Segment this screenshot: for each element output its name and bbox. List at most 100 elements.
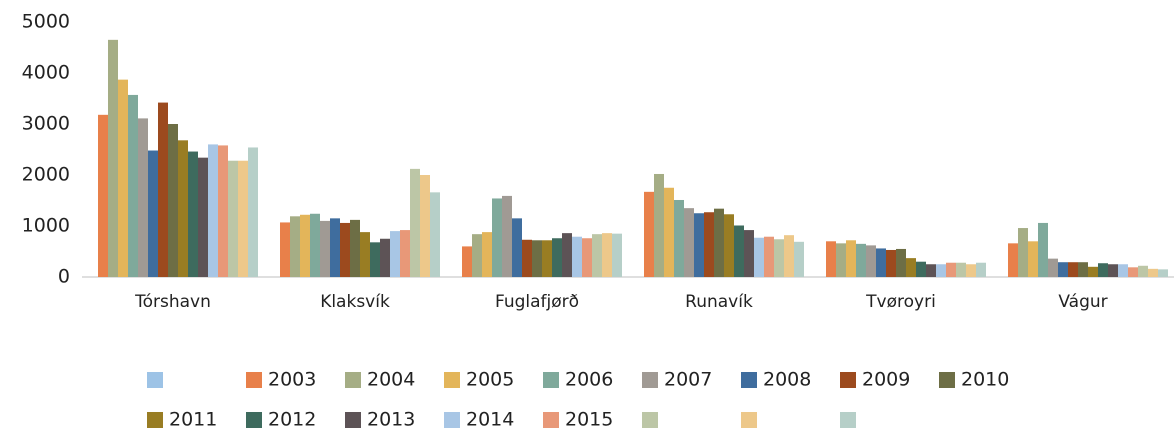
bar	[208, 144, 218, 277]
bar	[956, 262, 966, 277]
bar	[1018, 228, 1028, 277]
bar	[218, 145, 228, 277]
legend-label: 2014	[466, 409, 514, 430]
bar	[896, 248, 906, 277]
bar	[836, 243, 846, 277]
legend-swatch	[939, 372, 955, 388]
bar	[704, 212, 714, 277]
bar	[654, 173, 664, 277]
x-tick-label: Runavík	[685, 292, 753, 312]
legend-label: 2010	[961, 369, 1009, 391]
bar	[684, 208, 694, 277]
bar	[542, 240, 552, 277]
y-tick-label: 0	[58, 266, 70, 288]
bar	[774, 239, 784, 277]
bar	[976, 262, 986, 277]
bar	[522, 239, 532, 277]
bar	[228, 160, 238, 277]
bar	[320, 220, 330, 277]
legend-swatch	[840, 412, 856, 428]
bar	[330, 218, 340, 277]
bar	[188, 151, 198, 277]
bar	[1138, 265, 1148, 277]
legend-label: 2015	[565, 409, 613, 430]
bar	[532, 240, 542, 277]
bar	[926, 264, 936, 277]
legend-label: 2008	[763, 369, 811, 391]
legend-swatch	[246, 412, 262, 428]
bar	[138, 118, 148, 277]
legend-label: 2011	[169, 409, 217, 430]
bar	[674, 199, 684, 277]
bar	[1148, 268, 1158, 277]
bar	[562, 233, 572, 277]
legend-swatch	[147, 412, 163, 428]
bar	[1028, 241, 1038, 277]
bar	[462, 246, 472, 277]
bar	[420, 175, 430, 277]
x-tick-label: Fuglafjørð	[495, 292, 579, 312]
legend-label: 2009	[862, 369, 910, 391]
bar	[1078, 262, 1088, 277]
bar	[350, 219, 360, 277]
bar	[300, 214, 310, 277]
bar	[1128, 267, 1138, 277]
bar	[118, 79, 128, 277]
bar	[876, 248, 886, 277]
bar	[694, 213, 704, 277]
bar	[886, 249, 896, 277]
bar	[754, 237, 764, 277]
bar	[108, 39, 118, 277]
bar	[916, 261, 926, 277]
bar	[664, 187, 674, 277]
bar	[936, 264, 946, 277]
bar	[430, 192, 440, 277]
x-tick-label: Tórshavn	[134, 292, 211, 312]
legend-label: 2013	[367, 409, 415, 430]
bar	[390, 231, 400, 277]
bar	[280, 222, 290, 277]
legend-label: 2012	[268, 409, 316, 430]
bar	[784, 235, 794, 277]
bar	[360, 232, 370, 277]
bar	[290, 216, 300, 277]
bar	[492, 198, 502, 277]
bar	[744, 230, 754, 277]
bar	[1008, 243, 1018, 277]
legend-swatch	[741, 412, 757, 428]
legend-swatch	[246, 372, 262, 388]
bar	[340, 222, 350, 277]
bar	[1088, 266, 1098, 277]
bar	[400, 230, 410, 277]
bar	[734, 225, 744, 277]
bar	[1068, 262, 1078, 277]
bar	[714, 208, 724, 277]
x-tick-label: Vágur	[1058, 292, 1107, 312]
legend-swatch	[840, 372, 856, 388]
legend-swatch	[345, 372, 361, 388]
bar	[512, 218, 522, 277]
bar	[906, 258, 916, 277]
bar	[1048, 258, 1058, 277]
bar	[370, 242, 380, 277]
x-tick-label: Tvøroyri	[865, 292, 936, 312]
bar	[552, 238, 562, 277]
legend-label: 2007	[664, 369, 712, 391]
bar	[582, 238, 592, 277]
bar	[158, 102, 168, 277]
x-tick-label: Klaksvík	[320, 292, 390, 312]
bar	[238, 160, 248, 277]
bar	[866, 245, 876, 277]
y-tick-label: 2000	[22, 164, 70, 186]
legend-label: 2003	[268, 369, 316, 391]
bar	[966, 264, 976, 277]
bar	[98, 114, 108, 277]
bar	[724, 214, 734, 277]
bar	[1038, 222, 1048, 277]
bar	[502, 195, 512, 277]
legend-swatch	[345, 412, 361, 428]
legend-swatch	[642, 372, 658, 388]
bar	[380, 238, 390, 277]
legend-swatch	[642, 412, 658, 428]
